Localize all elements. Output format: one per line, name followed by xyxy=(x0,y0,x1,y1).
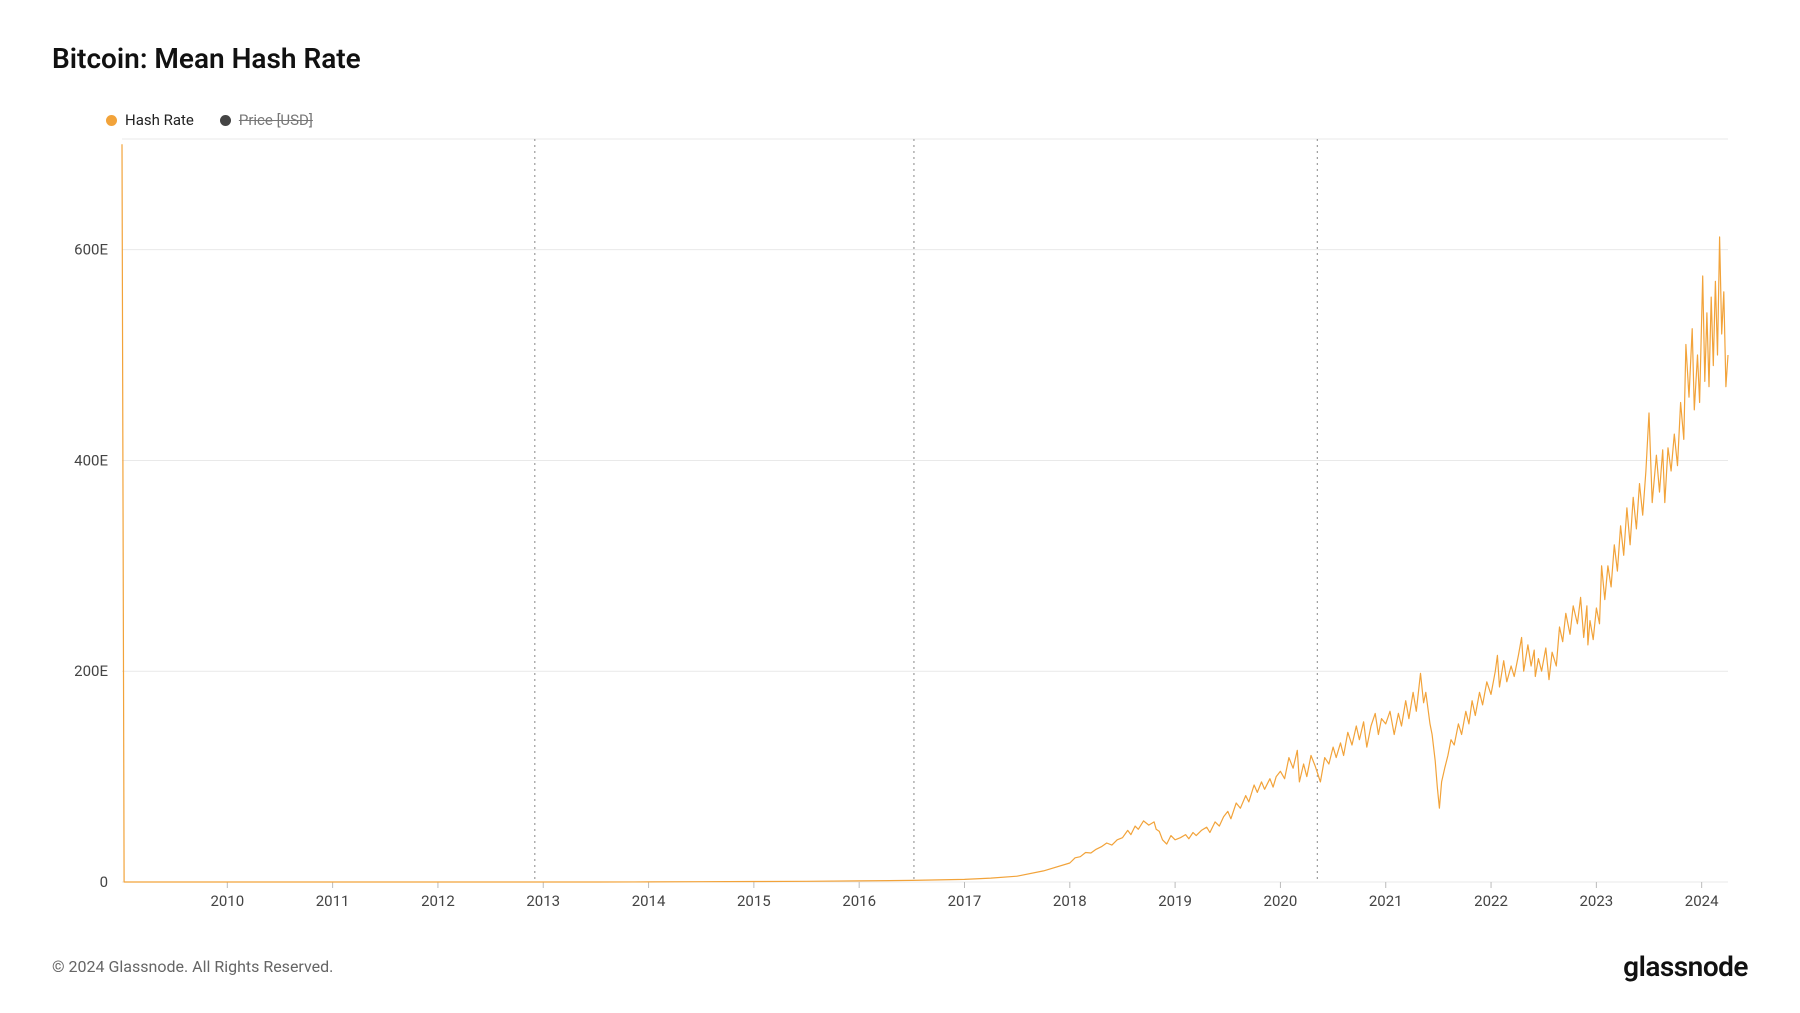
page-title: Bitcoin: Mean Hash Rate xyxy=(52,42,1748,75)
svg-text:2010: 2010 xyxy=(210,892,244,910)
legend: Hash Rate Price [USD] xyxy=(106,111,1748,129)
svg-text:2013: 2013 xyxy=(526,892,560,910)
svg-text:2015: 2015 xyxy=(737,892,771,910)
svg-text:2022: 2022 xyxy=(1474,892,1508,910)
legend-item-hashrate[interactable]: Hash Rate xyxy=(106,111,194,129)
legend-item-price[interactable]: Price [USD] xyxy=(220,111,313,129)
footer: © 2024 Glassnode. All Rights Reserved. g… xyxy=(52,922,1748,983)
chart-area[interactable]: 0 200E 400E 600E 2010 2011 2012 2013 2014 2015 201… xyxy=(52,133,1748,922)
svg-text:2019: 2019 xyxy=(1158,892,1192,910)
svg-text:2020: 2020 xyxy=(1264,892,1298,910)
legend-label-price: Price [USD] xyxy=(239,111,313,129)
copyright-text: © 2024 Glassnode. All Rights Reserved. xyxy=(52,957,333,976)
svg-text:2011: 2011 xyxy=(316,892,350,910)
svg-text:200E: 200E xyxy=(74,662,108,680)
legend-label-hashrate: Hash Rate xyxy=(125,111,194,129)
svg-text:0: 0 xyxy=(100,873,108,891)
legend-dot-hashrate xyxy=(106,115,117,126)
svg-text:2016: 2016 xyxy=(842,892,876,910)
svg-text:2024: 2024 xyxy=(1685,892,1719,910)
svg-text:2018: 2018 xyxy=(1053,892,1087,910)
legend-dot-price xyxy=(220,115,231,126)
svg-text:2021: 2021 xyxy=(1369,892,1403,910)
brand-logo: glassnode xyxy=(1623,950,1748,983)
svg-text:2017: 2017 xyxy=(948,892,982,910)
svg-text:2014: 2014 xyxy=(632,892,666,910)
hashrate-chart: 0 200E 400E 600E 2010 2011 2012 2013 2014 2015 201… xyxy=(52,133,1748,922)
svg-text:600E: 600E xyxy=(74,241,108,259)
svg-text:2023: 2023 xyxy=(1579,892,1613,910)
svg-text:2012: 2012 xyxy=(421,892,455,910)
svg-text:400E: 400E xyxy=(74,451,108,469)
